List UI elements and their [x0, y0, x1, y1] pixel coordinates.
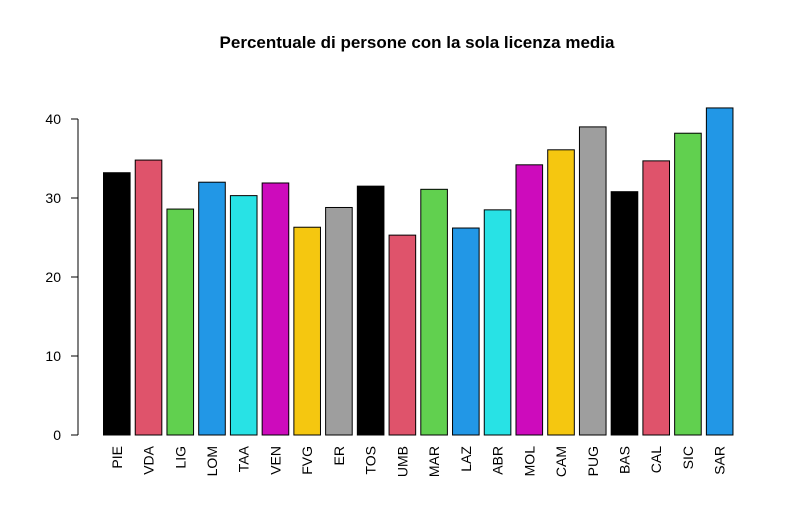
x-tick-label: LIG: [172, 446, 188, 469]
x-tick-label: UMB: [394, 446, 410, 477]
bar-ven: [261, 182, 290, 436]
x-tick-label: PUG: [585, 446, 601, 476]
bars: [103, 107, 734, 436]
bar-cam: [547, 149, 575, 436]
x-tick-label: SIC: [680, 446, 696, 469]
x-axis-labels: PIE VDA LIG LOM TAA VEN FVG ER TOS UMB MAR LAZ ABR MO…: [109, 445, 728, 477]
bar-sar: [705, 107, 734, 436]
bar-pie: [103, 172, 131, 436]
x-tick-label: LAZ: [458, 446, 474, 472]
bar-umb: [388, 234, 417, 436]
y-tick-label: 30: [45, 190, 61, 206]
bar-tos: [356, 185, 385, 436]
bar-er: [325, 206, 353, 436]
y-tick-label: 20: [45, 269, 61, 285]
y-tick-label: 40: [45, 111, 61, 127]
bar-mol: [515, 164, 544, 436]
x-tick-label: MAR: [426, 446, 442, 477]
bar-cal: [642, 160, 671, 436]
x-tick-label: VEN: [267, 446, 283, 475]
x-tick-label: SAR: [712, 446, 728, 475]
x-tick-label: CAL: [648, 446, 664, 473]
bar-laz: [452, 227, 480, 436]
y-tick-label: 10: [45, 348, 61, 364]
x-tick-label: PIE: [109, 446, 125, 469]
x-tick-label: ER: [331, 446, 347, 465]
bar-pug: [578, 126, 607, 436]
x-tick-label: MOL: [521, 446, 537, 477]
bar-lig: [166, 208, 195, 436]
chart-title: Percentuale di persone con la sola licen…: [220, 33, 615, 52]
bar-abr: [483, 209, 512, 436]
y-axis: 0 10 20 30 40: [45, 111, 79, 443]
bar-sic: [674, 132, 702, 436]
bar-vda: [134, 159, 163, 436]
x-tick-label: ABR: [490, 446, 506, 475]
y-tick-label: 0: [53, 427, 61, 443]
x-tick-label: TAA: [236, 445, 252, 472]
x-tick-label: TOS: [363, 446, 379, 475]
x-tick-label: VDA: [141, 445, 157, 474]
bar-lom: [198, 181, 226, 436]
bar-mar: [420, 188, 448, 436]
x-tick-label: FVG: [299, 446, 315, 475]
bar-bas: [610, 191, 639, 436]
x-tick-label: LOM: [204, 446, 220, 476]
x-tick-label: CAM: [553, 446, 569, 477]
x-tick-label: BAS: [616, 446, 632, 474]
bar-fvg: [293, 226, 321, 436]
bar-taa: [229, 195, 258, 436]
